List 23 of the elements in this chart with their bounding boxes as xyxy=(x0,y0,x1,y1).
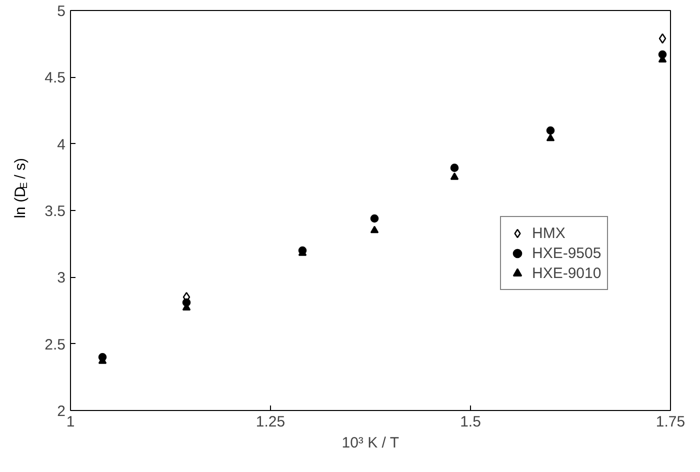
legend-label: HXE-9505 xyxy=(532,244,602,262)
point xyxy=(370,214,379,223)
y-tick-label: 2.5 xyxy=(44,336,66,354)
x-axis-title: 10³ K / T xyxy=(342,434,399,452)
point xyxy=(370,226,379,234)
y-tick-label: 4 xyxy=(57,136,66,154)
point xyxy=(546,126,555,135)
point xyxy=(546,134,555,142)
point xyxy=(450,172,459,180)
legend-label: HXE-9010 xyxy=(532,264,602,282)
y-tick-label: 3 xyxy=(57,270,66,287)
x-tick-label: 1.5 xyxy=(460,414,481,430)
y-tick-label: 5 xyxy=(57,3,66,20)
y-tick-label: 2 xyxy=(57,403,66,420)
x-tick-label: 1 xyxy=(66,414,75,430)
point xyxy=(658,33,666,44)
y-tick-label: 3.5 xyxy=(44,203,66,220)
legend-label: HMX xyxy=(532,224,566,242)
x-tick-label: 1.75 xyxy=(656,414,686,430)
y-axis-title: ln (DE / s) xyxy=(12,158,30,218)
point xyxy=(450,164,459,172)
y-tick-label: 4.5 xyxy=(44,70,66,87)
x-tick-label: 1.25 xyxy=(256,414,286,430)
